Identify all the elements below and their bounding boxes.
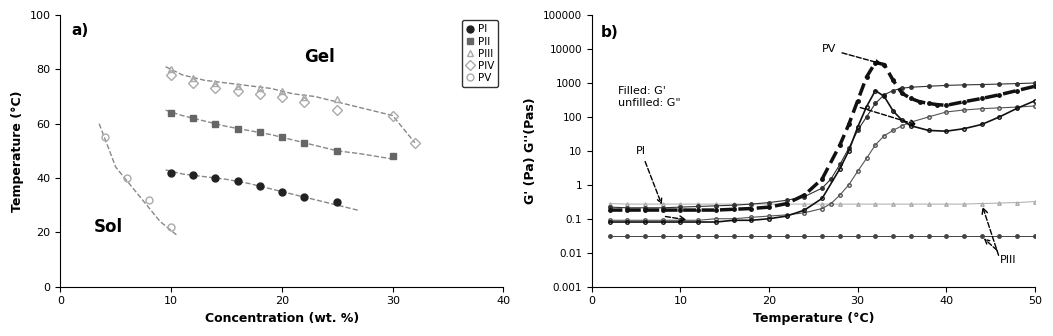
Legend: PI, PII, PIII, PIV, PV: PI, PII, PIII, PIV, PV [462, 20, 498, 87]
Text: PV: PV [822, 44, 880, 64]
Text: Gel: Gel [304, 48, 335, 66]
Text: Filled: G'
unfilled: G": Filled: G' unfilled: G" [618, 86, 681, 108]
Text: PI: PI [636, 146, 661, 203]
Text: Sol: Sol [94, 218, 123, 236]
X-axis label: Temperature (°C): Temperature (°C) [753, 312, 874, 325]
Text: PIII: PIII [985, 239, 1016, 265]
X-axis label: Concentration (wt. %): Concentration (wt. %) [204, 312, 359, 325]
Y-axis label: G' (Pa) G''(Pas): G' (Pa) G''(Pas) [524, 97, 537, 204]
Text: b): b) [600, 25, 618, 40]
Text: a): a) [72, 23, 88, 38]
Y-axis label: Temperature (°C): Temperature (°C) [12, 90, 24, 212]
